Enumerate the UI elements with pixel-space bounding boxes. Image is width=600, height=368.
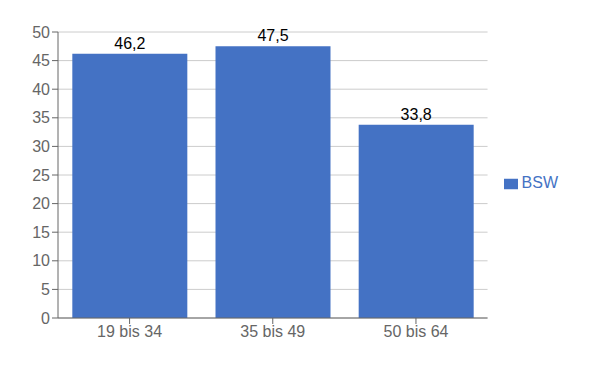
svg-text:47,5: 47,5 bbox=[257, 27, 288, 44]
html-text:BSW: BSW bbox=[521, 174, 558, 191]
svg-text:10: 10 bbox=[32, 252, 50, 269]
svg-text:50: 50 bbox=[32, 24, 50, 41]
svg-text:0: 0 bbox=[41, 310, 50, 327]
svg-text:19 bis 34: 19 bis 34 bbox=[97, 323, 162, 340]
svg-text:20: 20 bbox=[32, 195, 50, 212]
svg-text:45: 45 bbox=[32, 52, 50, 69]
svg-text:33,8: 33,8 bbox=[401, 106, 432, 123]
svg-text:40: 40 bbox=[32, 81, 50, 98]
svg-text:46,2: 46,2 bbox=[114, 35, 145, 52]
svg-text:35 bis 49: 35 bis 49 bbox=[240, 323, 305, 340]
svg-text:25: 25 bbox=[32, 167, 50, 184]
svg-text:5: 5 bbox=[41, 281, 50, 298]
svg-text:30: 30 bbox=[32, 138, 50, 155]
svg-text:50 bis 64: 50 bis 64 bbox=[383, 323, 448, 340]
svg-text:35: 35 bbox=[32, 109, 50, 126]
svg-text:15: 15 bbox=[32, 224, 50, 241]
